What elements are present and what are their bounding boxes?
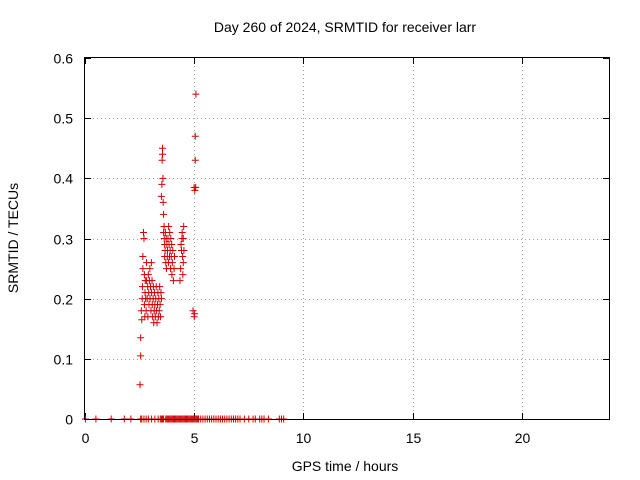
data-point-marker [160,210,168,218]
data-point-marker [171,253,179,261]
y-axis-label: SRMTID / TECUs [5,183,21,293]
data-point-marker [156,283,164,291]
data-point-marker [179,271,187,279]
data-point-marker [137,352,145,360]
data-point-marker [159,144,167,152]
data-point-marker [191,156,199,164]
data-point-marker [189,307,197,315]
x-axis-label: GPS time / hours [292,458,399,474]
y-tick-label: 0.5 [54,111,74,127]
data-point-marker [155,307,163,315]
data-point-marker [180,247,188,255]
data-point-marker [137,334,145,342]
y-tick-label: 0.6 [54,51,74,67]
data-point-marker [140,228,148,236]
y-tick-label: 0.3 [54,232,74,248]
data-point-marker [169,277,177,285]
data-point-marker [167,235,175,242]
data-points [81,90,288,423]
data-point-marker [191,186,199,194]
chart-title: Day 260 of 2024, SRMTID for receiver lar… [214,19,477,35]
data-point-marker [144,271,152,279]
data-point-marker [159,150,167,158]
data-point-marker [147,259,155,267]
data-point-marker [192,183,200,191]
data-point-marker [140,235,148,242]
x-tick-label: 15 [406,430,422,446]
data-point-marker [159,174,167,182]
data-point-marker [138,316,146,324]
y-tick-label: 0.1 [54,352,74,368]
data-point-marker [157,313,165,321]
data-point-marker [168,271,176,279]
data-point-marker [136,381,144,389]
data-point-marker [157,289,165,297]
x-tick-label: 0 [82,430,90,446]
data-point-marker [191,132,199,140]
data-point-marker [177,265,185,273]
data-point-marker [170,265,178,273]
data-point-marker [165,222,173,230]
data-point-marker [179,235,187,242]
data-point-marker [166,228,174,236]
x-axis-ticks: 0 5 10 15 20 [82,58,531,446]
y-tick-label: 0.4 [54,171,74,187]
data-point-marker [157,295,165,303]
data-point-marker [191,310,199,318]
data-point-marker [168,259,176,267]
data-point-marker [177,241,185,249]
data-point-marker [169,247,177,255]
data-point-marker [176,277,184,285]
data-point-marker [180,222,188,230]
data-point-marker [157,192,165,200]
x-tick-label: 5 [191,430,199,446]
data-point-marker [139,265,147,273]
y-tick-label: 0 [65,412,73,428]
plot-frame [84,57,610,420]
data-point-marker [158,156,166,164]
data-point-marker [146,265,154,273]
data-point-marker [158,180,166,188]
grid-lines [85,58,609,419]
x-tick-label: 20 [515,430,531,446]
data-point-marker [156,301,164,309]
y-axis-ticks: 0 0.1 0.2 0.3 0.4 0.5 0.6 [54,51,609,428]
data-point-marker [192,90,200,98]
y-tick-label: 0.2 [54,292,74,308]
data-point-marker [148,277,156,285]
data-point-marker [179,253,187,261]
data-point-marker [168,241,176,249]
x-tick-label: 10 [296,430,312,446]
data-point-marker [179,259,187,267]
data-point-marker [153,319,161,327]
data-point-marker [139,253,147,261]
data-point-marker [159,198,167,206]
data-point-marker [178,228,186,236]
